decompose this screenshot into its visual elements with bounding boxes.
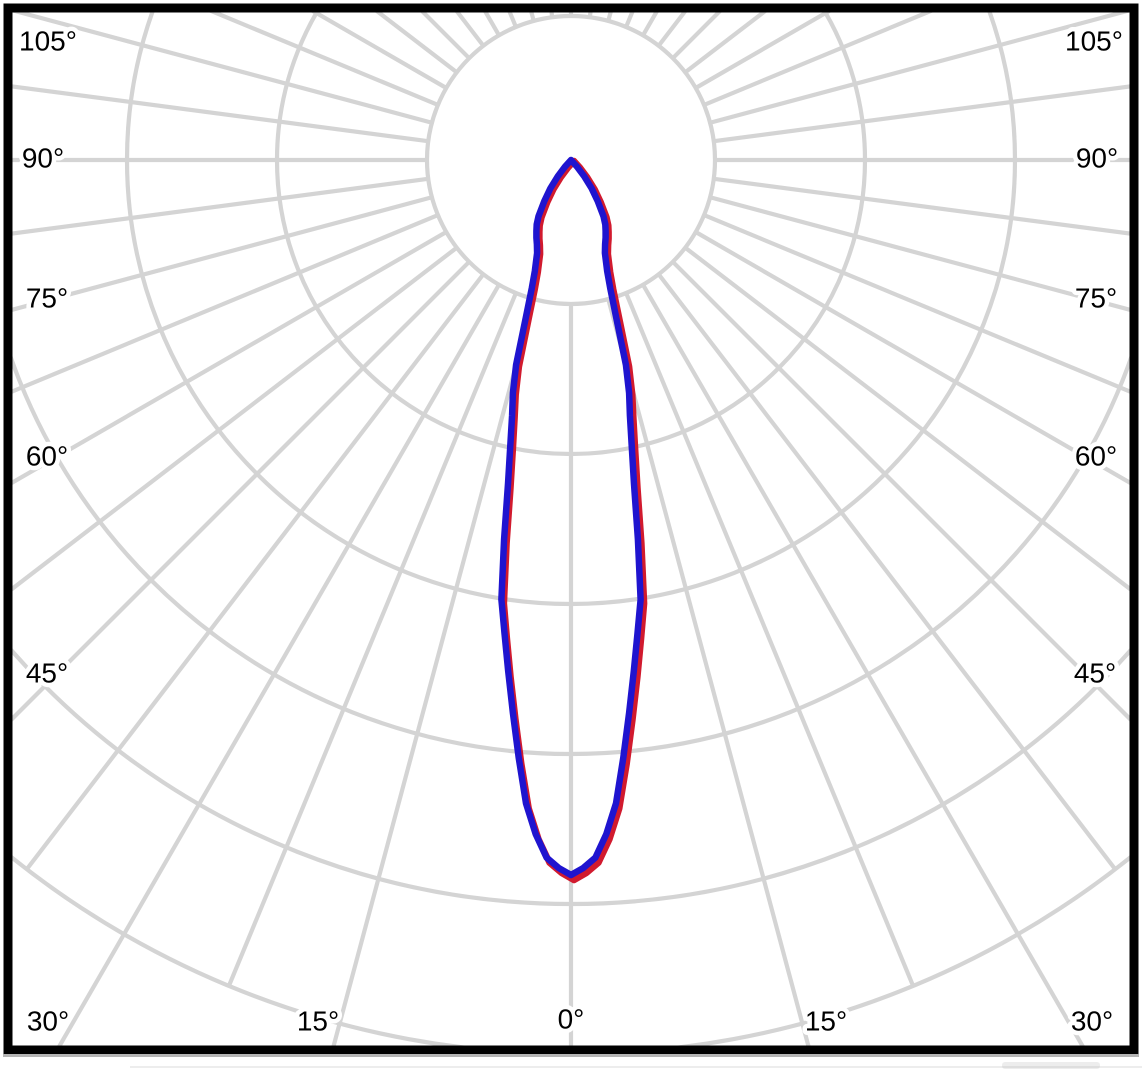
angle-tick-label: 15° [297, 1006, 339, 1037]
angle-tick-label: 60° [26, 441, 68, 472]
grid-spoke-major [606, 298, 811, 1046]
grid-spoke-minor [703, 12, 933, 107]
grid-spoke-minor [12, 213, 439, 394]
angle-tick-label: 15° [805, 1006, 847, 1037]
angle-tick-label: 90° [22, 143, 64, 174]
grid-spoke-major [12, 195, 433, 312]
under-frame-hairline [3, 1054, 1139, 1057]
grid-spoke-major [709, 12, 1130, 125]
angle-tick-label: 60° [1075, 441, 1117, 472]
angle-tick-label: 105° [1065, 26, 1123, 57]
grid-spoke-minor [713, 176, 1130, 236]
grid-spoke-minor [703, 213, 1130, 394]
grid-spoke-minor [209, 12, 439, 107]
angle-tick-label: 0° [558, 1004, 585, 1035]
angle-tick-label: 105° [19, 26, 77, 57]
grid-spoke-major [671, 260, 1130, 722]
angle-tick-labels: 105° 90° 75° 60° 45° 30° 15° 0° 15° 30° 45° 60° 75° 9… [15, 21, 1128, 1041]
beam-curves [498, 156, 648, 884]
grid-spoke-minor [624, 292, 916, 987]
grid-spoke-minor [656, 272, 1117, 871]
angle-tick-label: 30° [27, 1006, 69, 1037]
blue-curve [498, 156, 644, 879]
cropped-text-artifact [1002, 1062, 1100, 1069]
grid-spoke-minor [12, 84, 429, 144]
grid-spoke-major [12, 260, 471, 722]
angle-tick-label: 45° [26, 658, 68, 689]
grid-spoke-minor [683, 245, 1130, 592]
cropped-content-line [130, 1066, 1142, 1068]
grid-spoke-minor [25, 272, 486, 871]
angle-tick-label: 75° [1075, 283, 1117, 314]
grid-spoke-major [57, 283, 501, 1046]
grid-spoke-minor [226, 292, 518, 987]
grid-spoke-minor [713, 84, 1130, 144]
chart-frame [3, 3, 1139, 1055]
angle-tick-label: 45° [1074, 658, 1116, 689]
grid-spoke-minor [12, 245, 459, 592]
grid-spoke-major [12, 230, 448, 485]
grid-spoke-major [709, 195, 1130, 312]
angle-tick-label: 30° [1071, 1006, 1113, 1037]
grid-spoke-major [694, 230, 1130, 485]
grid-spoke-major [331, 298, 536, 1046]
angle-tick-label: 75° [26, 283, 68, 314]
grid-spoke-major [641, 283, 1085, 1046]
angle-tick-label: 90° [1076, 143, 1118, 174]
grid-spoke-major [12, 12, 433, 125]
grid-spoke-minor [12, 176, 429, 236]
